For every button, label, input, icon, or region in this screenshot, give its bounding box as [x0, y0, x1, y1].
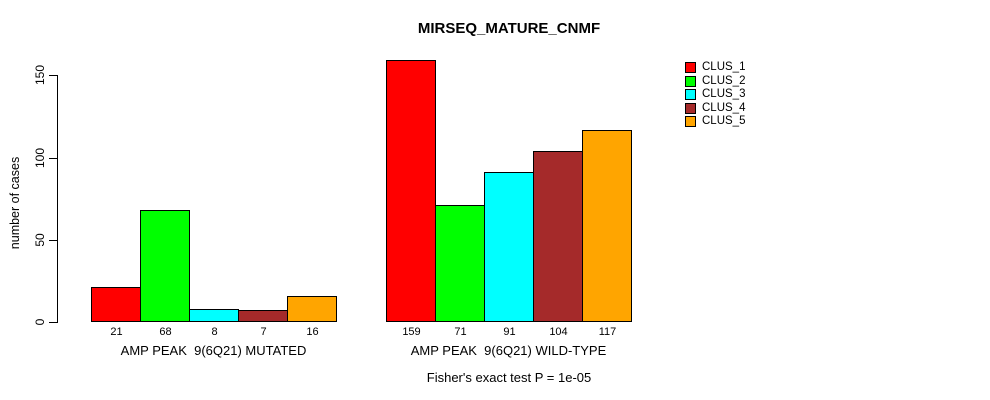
y-axis-label: number of cases	[8, 156, 22, 250]
y-axis-tick-label: 150	[33, 65, 47, 86]
bar-value-label: 71	[454, 326, 467, 338]
y-axis-tick-label: 0	[33, 318, 47, 326]
chart-title: MIRSEQ_MATURE_CNMF	[417, 20, 601, 37]
bar-value-label: 104	[549, 326, 568, 338]
legend-swatch-clus_1-icon	[685, 62, 696, 74]
bar-clus_5-group2	[582, 129, 632, 322]
legend-label: CLUS_2	[702, 74, 746, 87]
bar-clus_2-group1	[140, 210, 190, 322]
bar-clus_1-group1	[91, 287, 141, 322]
x-axis-group-label: AMP PEAK 9(6Q21) MUTATED	[120, 343, 307, 358]
legend-swatch-clus_3-icon	[685, 89, 696, 101]
legend: CLUS_1 CLUS_2 CLUS_3 CLUS_4 CLUS_5	[685, 61, 745, 129]
legend-item: CLUS_5	[685, 115, 745, 129]
x-axis-group-label: AMP PEAK 9(6Q21) WILD-TYPE	[410, 343, 607, 358]
bar-value-label: 159	[402, 326, 421, 338]
bar-value-label: 16	[306, 326, 319, 338]
y-axis-tick-label: 100	[33, 147, 47, 168]
legend-swatch-clus_5-icon	[685, 116, 696, 128]
legend-label: CLUS_5	[702, 115, 746, 127]
y-axis-tick	[49, 157, 57, 159]
bar-clus_3-group2	[484, 172, 534, 322]
y-axis-tick	[49, 75, 57, 77]
bar-clus_4-group2	[533, 150, 583, 322]
bar-clus_5-group1	[287, 295, 337, 322]
y-axis-tick-label: 50	[33, 233, 47, 247]
legend-label: CLUS_1	[702, 61, 746, 73]
legend-label: CLUS_4	[702, 101, 746, 114]
y-axis-tick	[49, 239, 57, 241]
bar-value-label: 8	[211, 326, 218, 338]
legend-swatch-clus_4-icon	[685, 102, 696, 114]
bar-value-label: 117	[598, 326, 617, 338]
annotation-text: Fisher's exact test P = 1e-05	[426, 370, 592, 385]
bar-clus_3-group1	[189, 308, 239, 322]
bar-value-label: 68	[159, 326, 172, 338]
bar-value-label: 21	[110, 326, 123, 338]
legend-item: CLUS_4	[685, 102, 745, 116]
legend-item: CLUS_1	[685, 61, 745, 75]
bar-clus_1-group2	[386, 60, 436, 322]
legend-item: CLUS_3	[685, 88, 745, 102]
bar-value-label: 91	[503, 326, 516, 338]
bar-clus_4-group1	[238, 310, 288, 322]
bar-value-label: 7	[260, 326, 267, 338]
legend-swatch-clus_2-icon	[685, 75, 696, 87]
y-axis-tick	[49, 322, 57, 323]
legend-item: CLUS_2	[685, 75, 745, 89]
legend-label: CLUS_3	[702, 88, 746, 100]
y-axis-line	[57, 75, 58, 323]
bar-clus_2-group2	[435, 205, 485, 322]
